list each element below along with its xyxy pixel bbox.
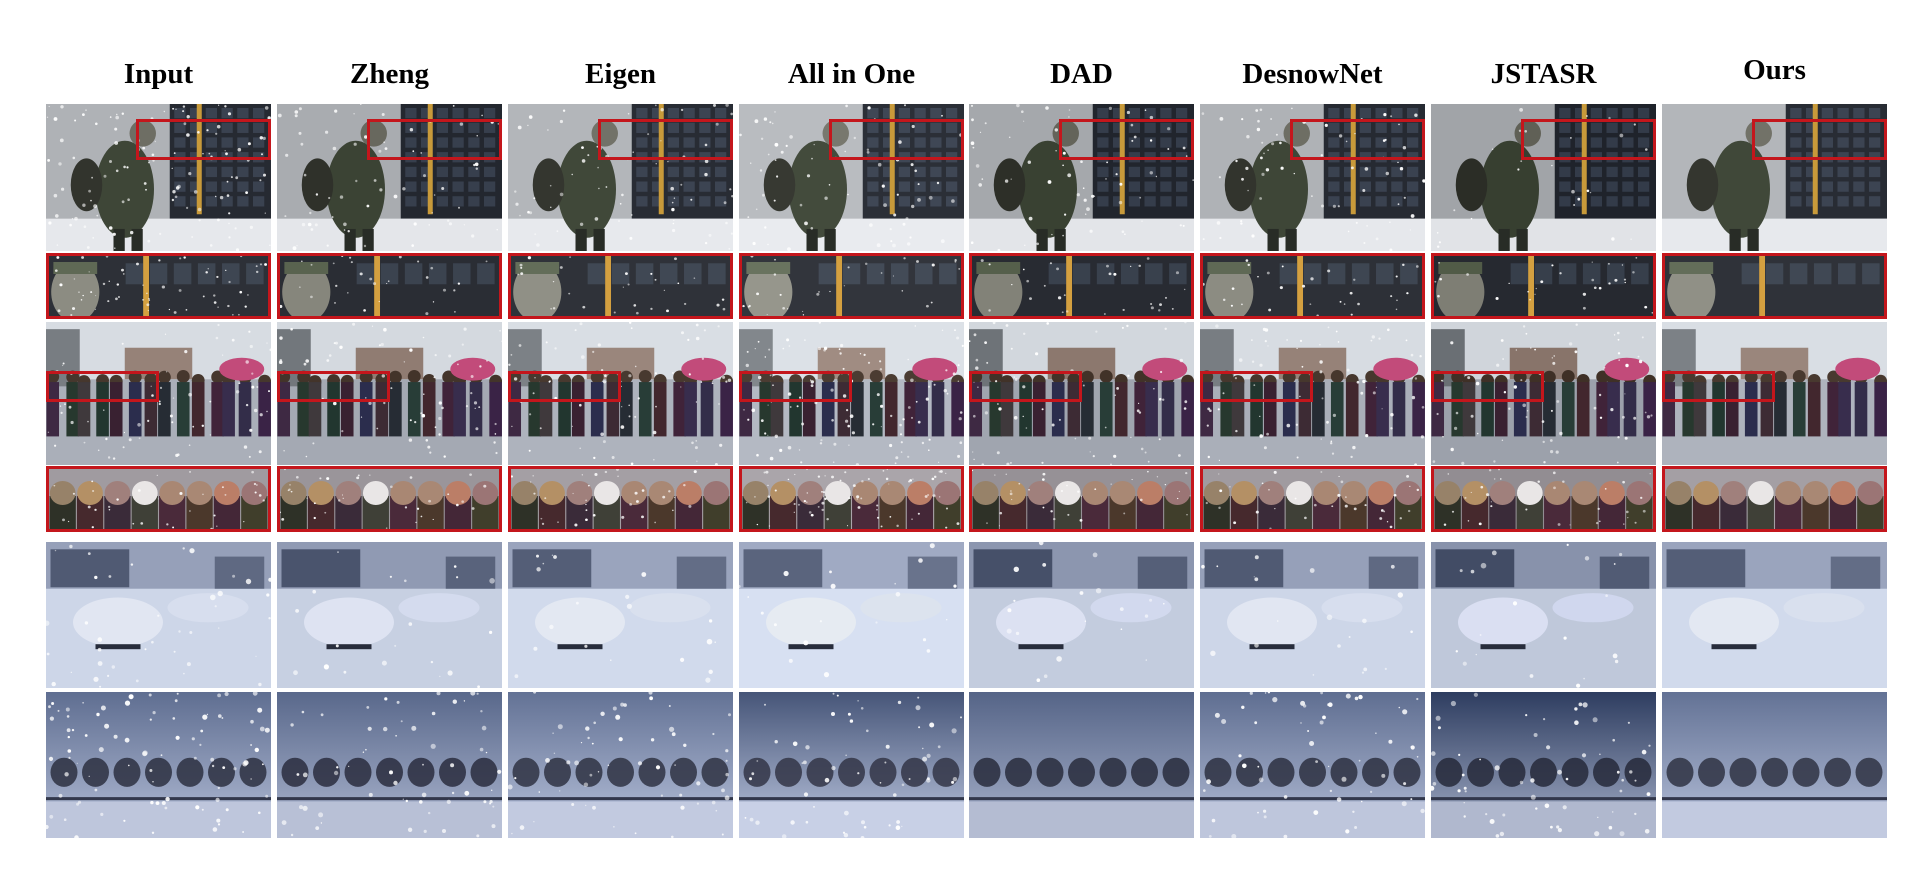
column-header-dad: DAD xyxy=(1050,58,1113,90)
column-header-ours: Ours xyxy=(1743,54,1806,86)
soldier-crop-dad-image xyxy=(969,253,1194,319)
soldier-crop-eigen-image xyxy=(508,253,733,319)
soldier-scene-input-image xyxy=(46,104,271,251)
crowd-crop-all-in-one-image xyxy=(739,466,964,532)
column-header-all-in-one: All in One xyxy=(787,58,916,90)
soldier-scene-desnownet-image xyxy=(1200,104,1425,251)
soldier-crop-desnownet-image xyxy=(1200,253,1425,319)
crowd-crop-input-image xyxy=(46,466,271,532)
trees-scene-ours-image xyxy=(1662,692,1887,838)
soldier-crop-all-in-one-image xyxy=(739,253,964,319)
crowd-crop-eigen-image xyxy=(508,466,733,532)
trees-scene-input-image xyxy=(46,692,271,838)
crowd-crop-ours-image xyxy=(1662,466,1887,532)
trees-scene-desnownet-image xyxy=(1200,692,1425,838)
crowd-scene-eigen-image xyxy=(508,322,733,465)
trees-scene-zheng-image xyxy=(277,692,502,838)
soldier-crop-zheng-image xyxy=(277,253,502,319)
crowd-scene-ours-image xyxy=(1662,322,1887,465)
crowd-scene-dad-image xyxy=(969,322,1194,465)
soldier-scene-ours-image xyxy=(1662,104,1887,251)
crowd-crop-zheng-image xyxy=(277,466,502,532)
soldier-scene-dad-image xyxy=(969,104,1194,251)
car-scene-ours-image xyxy=(1662,542,1887,688)
crowd-scene-zheng-image xyxy=(277,322,502,465)
car-scene-all-in-one-image xyxy=(739,542,964,688)
crowd-scene-all-in-one-image xyxy=(739,322,964,465)
soldier-scene-eigen-image xyxy=(508,104,733,251)
crowd-scene-input-image xyxy=(46,322,271,465)
soldier-crop-ours-image xyxy=(1662,253,1887,319)
column-header-desnownet: DesnowNet xyxy=(1242,58,1383,90)
soldier-scene-zheng-image xyxy=(277,104,502,251)
soldier-scene-jstasr-image xyxy=(1431,104,1656,251)
column-header-input: Input xyxy=(123,58,194,90)
car-scene-desnownet-image xyxy=(1200,542,1425,688)
crowd-scene-jstasr-image xyxy=(1431,322,1656,465)
crowd-crop-jstasr-image xyxy=(1431,466,1656,532)
soldier-crop-input-image xyxy=(46,253,271,319)
car-scene-zheng-image xyxy=(277,542,502,688)
car-scene-jstasr-image xyxy=(1431,542,1656,688)
car-scene-eigen-image xyxy=(508,542,733,688)
crowd-scene-desnownet-image xyxy=(1200,322,1425,465)
trees-scene-eigen-image xyxy=(508,692,733,838)
trees-scene-jstasr-image xyxy=(1431,692,1656,838)
crowd-crop-desnownet-image xyxy=(1200,466,1425,532)
trees-scene-all-in-one-image xyxy=(739,692,964,838)
column-header-eigen: Eigen xyxy=(585,58,656,90)
soldier-crop-jstasr-image xyxy=(1431,253,1656,319)
car-scene-dad-image xyxy=(969,542,1194,688)
crowd-crop-dad-image xyxy=(969,466,1194,532)
car-scene-input-image xyxy=(46,542,271,688)
soldier-scene-all-in-one-image xyxy=(739,104,964,251)
column-header-zheng: Zheng xyxy=(350,58,429,90)
column-header-jstasr: JSTASR xyxy=(1490,58,1597,90)
trees-scene-dad-image xyxy=(969,692,1194,838)
